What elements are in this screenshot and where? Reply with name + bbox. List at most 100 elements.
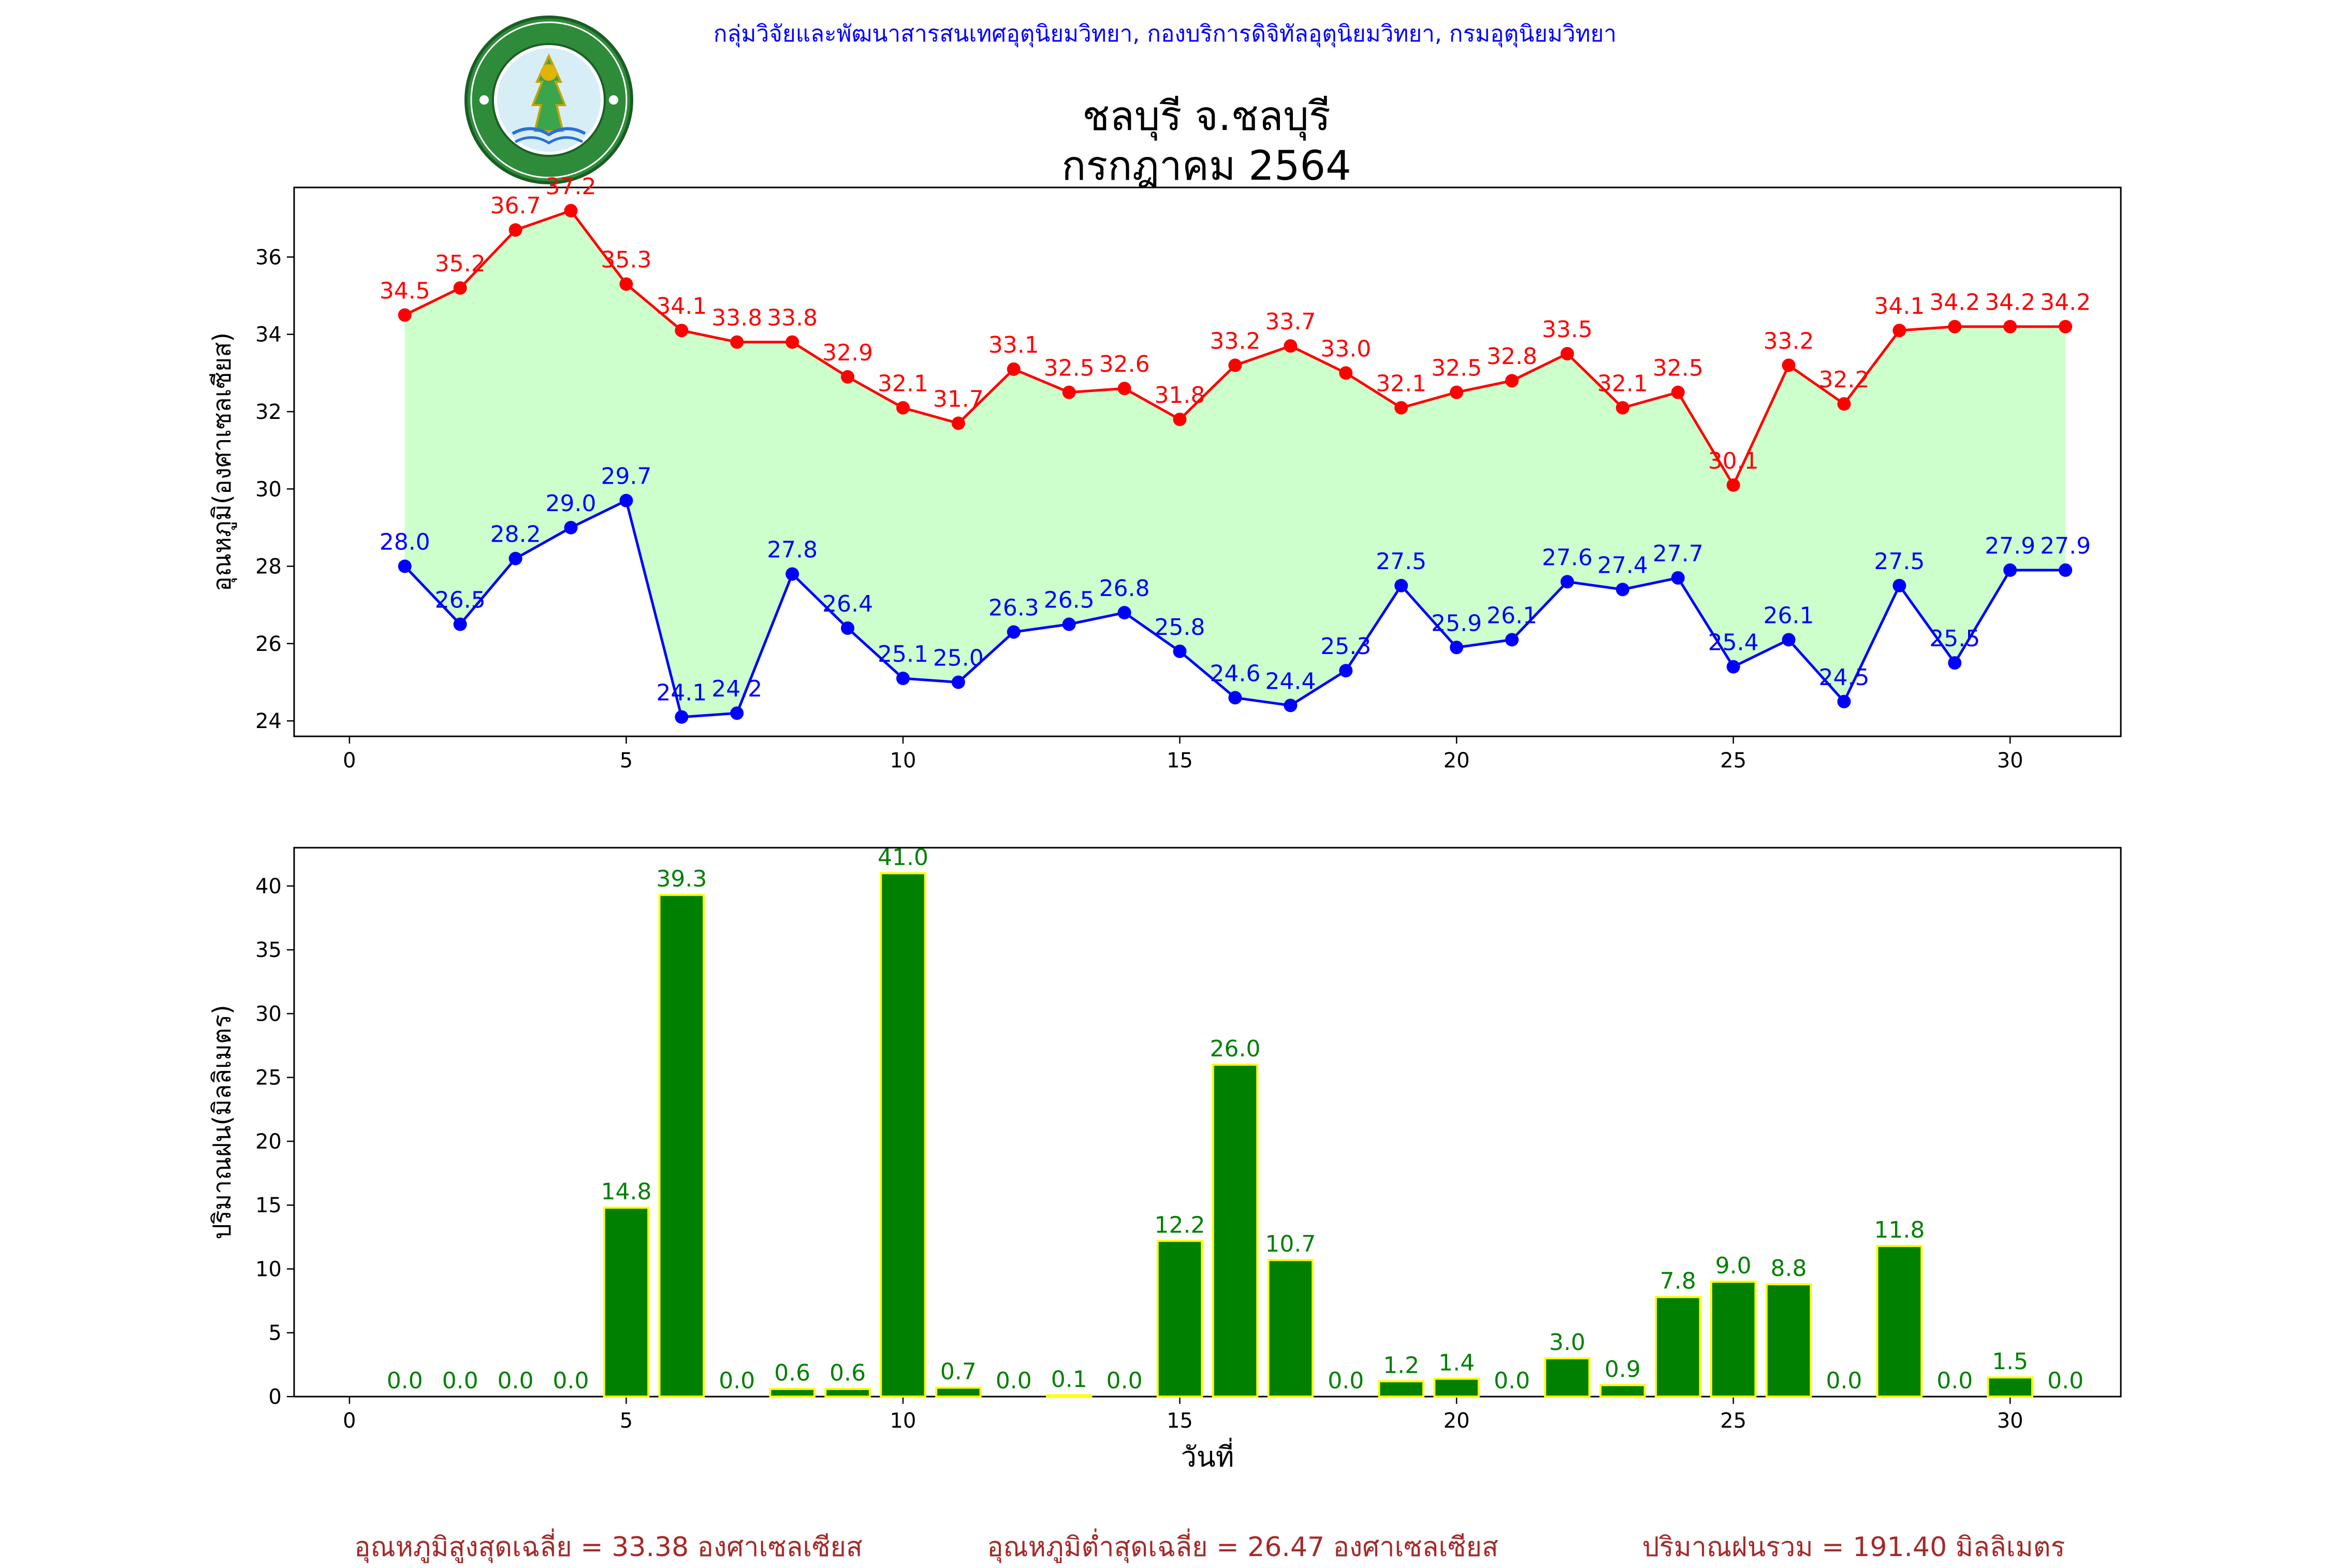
max-temp-data-label: 32.5 (1653, 355, 1703, 382)
rain-y-tick-label: 25 (255, 1066, 282, 1090)
meteorological-department-logo (464, 16, 633, 184)
max-temp-point (1837, 397, 1851, 411)
temp-x-tick-label: 20 (1444, 749, 1470, 773)
max-temp-data-label: 35.3 (601, 247, 651, 273)
min-temp-point (2059, 563, 2073, 577)
max-temp-point (619, 277, 633, 291)
min-temp-point (1062, 617, 1076, 631)
rain-plot-frame (293, 847, 2122, 1398)
rain-bar (880, 872, 926, 1398)
rain-x-tick-label: 25 (1720, 1409, 1746, 1433)
rain-data-label: 3.0 (1549, 1329, 1585, 1356)
credit-line: กลุ่มวิจัยและพัฒนาสารสนเทศอุตุนิยมวิทยา,… (713, 21, 1617, 47)
min-temp-point (785, 567, 799, 581)
max-temp-point (508, 223, 522, 237)
rain-data-label: 0.0 (1328, 1368, 1364, 1394)
max-temp-data-label: 37.2 (546, 173, 596, 200)
min-temp-point (1671, 571, 1685, 585)
min-temp-data-label: 27.7 (1653, 541, 1703, 567)
max-temp-data-label: 32.5 (1431, 355, 1482, 382)
max-temp-data-label: 33.7 (1265, 309, 1316, 335)
max-temp-point (896, 401, 910, 415)
max-temp-data-label: 33.5 (1542, 316, 1593, 343)
rain-bar (769, 1388, 816, 1398)
rain-data-label: 1.5 (1992, 1348, 2028, 1375)
temp-x-tick-label: 30 (1997, 749, 2023, 773)
max-temp-point (1505, 374, 1519, 388)
min-temp-data-label: 24.5 (1818, 664, 1869, 691)
rain-data-label: 0.0 (2047, 1368, 2084, 1394)
rain-data-label: 0.0 (996, 1368, 1032, 1394)
rain-bar (1267, 1259, 1314, 1398)
max-temp-point (1339, 366, 1353, 380)
rain-bar (1876, 1245, 1923, 1398)
max-temp-data-label: 32.6 (1099, 351, 1150, 378)
max-temp-data-label: 33.8 (767, 305, 818, 331)
temp-x-tick-label: 10 (890, 749, 916, 773)
min-temp-data-label: 26.5 (1044, 587, 1095, 614)
max-temp-data-label: 34.1 (1874, 293, 1925, 320)
min-temp-point (1173, 644, 1187, 658)
min-temp-point (1284, 699, 1298, 713)
max-temp-point (1228, 358, 1242, 372)
max-temp-point (951, 416, 965, 430)
max-temp-point (453, 281, 467, 295)
min-temp-point (1782, 633, 1796, 647)
rain-data-label: 1.4 (1438, 1349, 1475, 1376)
rain-x-tick-label: 0 (343, 1409, 356, 1433)
rain-bar (1710, 1281, 1757, 1398)
rain-x-axis-label: วันที่ (1181, 1438, 1234, 1473)
min-temp-data-label: 24.2 (711, 676, 762, 702)
max-temp-data-label: 33.0 (1320, 336, 1371, 362)
min-temp-data-label: 27.5 (1874, 548, 1925, 575)
rain-data-label: 0.0 (1494, 1368, 1530, 1394)
min-temp-point (896, 672, 910, 686)
min-temp-data-label: 24.4 (1265, 668, 1316, 694)
min-temp-data-label: 26.3 (988, 594, 1039, 621)
temperature-range-fill (404, 210, 2066, 717)
min-temp-point (841, 621, 855, 635)
temp-y-tick-label: 26 (255, 632, 282, 656)
min-temp-data-label: 25.8 (1155, 614, 1205, 641)
rain-data-label: 0.0 (1936, 1368, 1973, 1394)
rain-bar (1987, 1376, 2033, 1398)
max-temp-point (1948, 320, 1962, 333)
summary-stats: อุณหภูมิสูงสุดเฉลี่ย = 33.38 องศาเซลเซีย… (0, 1525, 2330, 1563)
min-temp-data-label: 24.6 (1210, 660, 1260, 687)
min-temp-point (1615, 583, 1629, 597)
rain-y-tick-label: 5 (269, 1322, 282, 1345)
rain-y-tick-label: 15 (255, 1194, 282, 1217)
max-temp-data-label: 33.8 (711, 305, 762, 331)
rain-data-label: 14.8 (601, 1179, 651, 1205)
max-temp-data-label: 32.5 (1044, 355, 1095, 382)
max-temp-data-label: 32.1 (878, 370, 928, 397)
rain-x-tick-label: 20 (1444, 1409, 1470, 1433)
temperature-chart: 0 5 10 15 20 25 30 24 26 28 30 32 34 36 อุณหภูมิ(องศาเ… (208, 173, 2122, 773)
max-temp-data-label: 32.1 (1376, 370, 1426, 397)
rain-y-tick-label: 35 (255, 938, 282, 962)
rain-data-label: 0.0 (553, 1368, 589, 1394)
min-temp-point (2003, 563, 2017, 577)
min-temp-point (1892, 578, 1906, 592)
rain-data-label: 0.9 (1605, 1356, 1641, 1383)
min-temp-point (1007, 625, 1021, 639)
min-temp-data-label: 26.5 (435, 587, 486, 614)
chart-title-station: ชลบุรี จ.ชลบุรี (1082, 93, 1331, 140)
rain-y-tick-label: 10 (255, 1257, 282, 1281)
rain-bar (1156, 1240, 1203, 1398)
temp-y-tick-label: 34 (255, 323, 282, 347)
max-temp-data-label: 32.1 (1597, 370, 1648, 397)
max-temp-point (1173, 412, 1187, 426)
temp-y-tick-label: 30 (255, 477, 282, 501)
temp-y-tick-label: 36 (255, 245, 282, 269)
min-temp-data-label: 29.0 (546, 490, 596, 517)
min-temp-point (1450, 641, 1464, 655)
min-temp-data-label: 27.5 (1376, 548, 1426, 575)
rain-bar (658, 894, 705, 1398)
max-temp-data-label: 33.1 (988, 332, 1039, 358)
rain-x-tick-label: 5 (620, 1409, 633, 1433)
min-temp-point (1837, 694, 1851, 708)
rain-bar (603, 1207, 650, 1398)
rain-data-label: 41.0 (878, 844, 928, 870)
